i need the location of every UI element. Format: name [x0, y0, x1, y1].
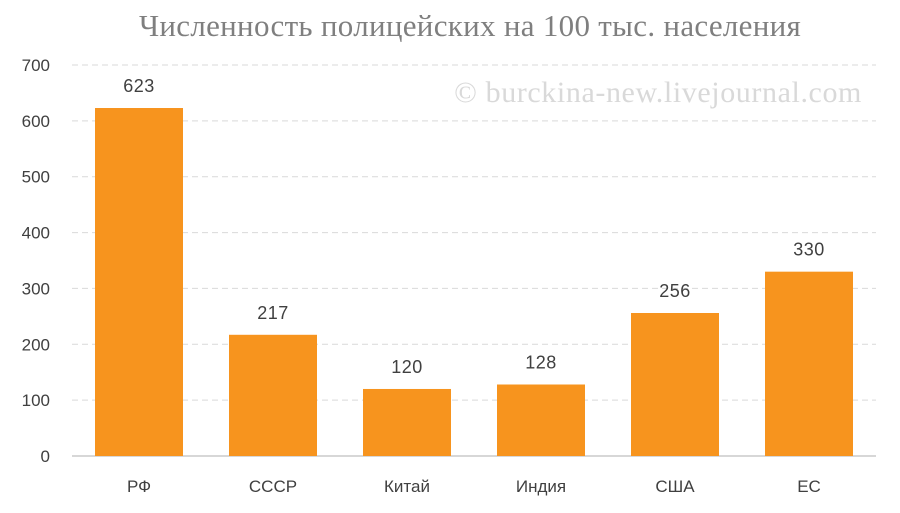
y-tick-label: 100: [22, 391, 50, 410]
data-labels: 623 217 120 128 256 330: [123, 76, 825, 377]
bar: [95, 108, 183, 456]
watermark-text: © burckina-new.livejournal.com: [454, 76, 862, 109]
data-label: 623: [123, 76, 155, 96]
category-label: СССР: [249, 477, 297, 496]
grid-lines: [72, 64, 876, 457]
data-label: 256: [659, 281, 691, 301]
bar: [631, 313, 719, 456]
data-label: 217: [257, 303, 289, 323]
data-label: 120: [391, 357, 423, 377]
chart-title: Численность полицейских на 100 тыс. насе…: [138, 8, 802, 43]
data-label: 128: [525, 353, 557, 373]
y-tick-label: 200: [22, 335, 50, 354]
y-tick-label: 300: [22, 279, 50, 298]
y-axis-ticks: 0 100 200 300 400 500 600 700: [22, 56, 50, 466]
category-label: ЕС: [797, 477, 821, 496]
bar: [363, 388, 451, 456]
y-tick-label: 500: [22, 168, 50, 187]
category-label: РФ: [127, 477, 151, 496]
y-tick-label: 0: [41, 447, 50, 466]
y-tick-label: 700: [22, 56, 50, 75]
category-label: Китай: [384, 477, 430, 496]
bar: [765, 271, 853, 456]
x-axis-categories: РФ СССР Китай Индия США ЕС: [127, 477, 821, 496]
bar: [497, 384, 585, 456]
y-tick-label: 400: [22, 224, 50, 243]
y-tick-label: 600: [22, 112, 50, 131]
bars: [95, 108, 853, 456]
category-label: Индия: [516, 477, 566, 496]
category-label: США: [655, 477, 695, 496]
data-label: 330: [793, 240, 825, 260]
bar: [229, 334, 317, 456]
